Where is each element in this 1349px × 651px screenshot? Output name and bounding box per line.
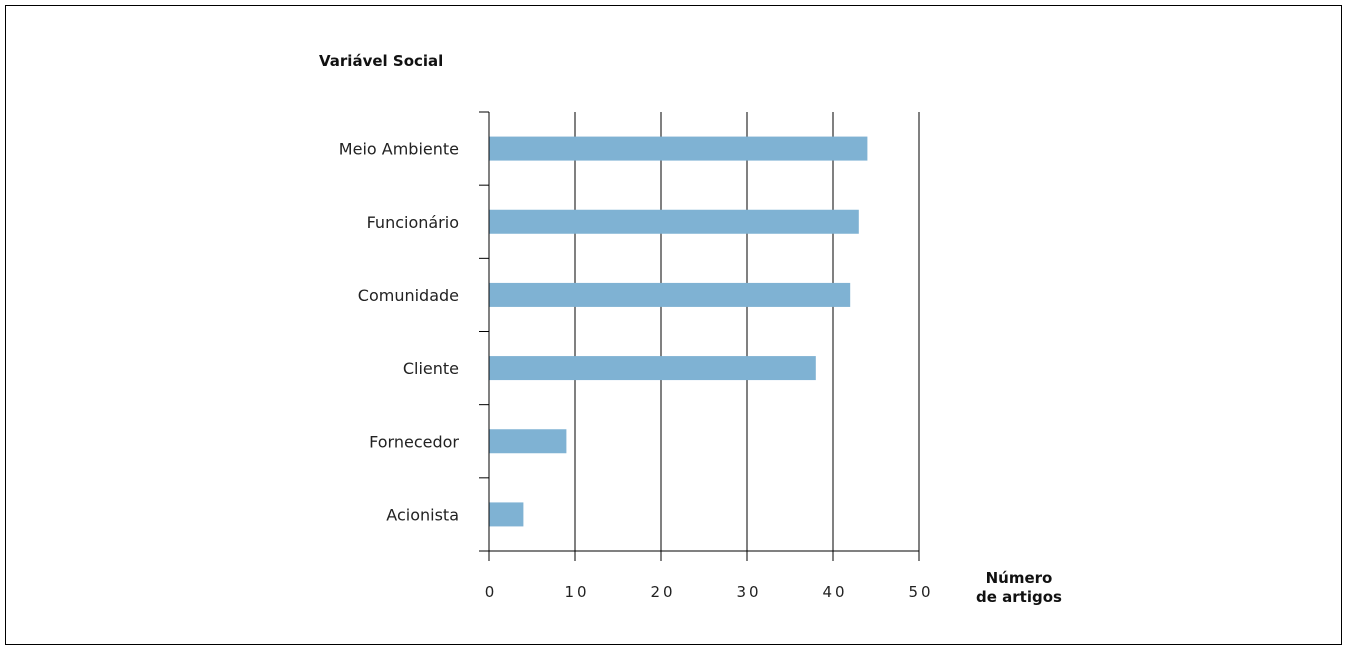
category-label: Comunidade: [358, 286, 459, 305]
category-label: Fornecedor: [369, 432, 459, 451]
y-axis: Meio Ambiente Funcionário Comunidade Client…: [339, 111, 490, 561]
x-tick-label: 50: [908, 583, 933, 601]
gridlines: [574, 112, 920, 551]
bar: [489, 282, 851, 307]
category-label: Funcionário: [367, 213, 459, 232]
x-tick-label: 40: [822, 583, 847, 601]
bar-chart: Variável Social Meio Ambiente Funcionário…: [319, 52, 1062, 606]
chart-frame: Variável Social Meio Ambiente Funcionário…: [5, 5, 1342, 645]
x-axis-label-line2: de artigos: [976, 588, 1062, 606]
x-tick-label: 20: [650, 583, 675, 601]
x-axis-label-line1: Número: [986, 569, 1053, 587]
bar: [489, 209, 859, 234]
bar: [489, 356, 816, 381]
category-label: Meio Ambiente: [339, 140, 459, 159]
category-label: Acionista: [386, 505, 459, 524]
bar: [489, 136, 868, 161]
bar: [489, 502, 524, 527]
x-axis: 0 10 20 30 40 50: [479, 550, 933, 601]
bar: [489, 429, 567, 454]
bars: [489, 136, 868, 527]
chart-title: Variável Social: [319, 52, 443, 70]
x-tick-label: 10: [564, 583, 589, 601]
x-tick-label: 30: [736, 583, 761, 601]
x-tick-label: 0: [485, 583, 498, 601]
category-label: Cliente: [403, 359, 459, 378]
